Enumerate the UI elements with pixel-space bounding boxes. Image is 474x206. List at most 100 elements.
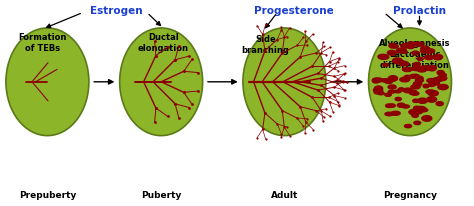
Ellipse shape (398, 61, 404, 64)
Ellipse shape (417, 58, 423, 61)
Ellipse shape (427, 79, 436, 83)
Ellipse shape (378, 55, 388, 59)
Ellipse shape (374, 87, 383, 91)
Ellipse shape (412, 52, 419, 56)
Ellipse shape (417, 67, 427, 73)
Ellipse shape (388, 91, 395, 94)
Ellipse shape (382, 79, 388, 83)
Ellipse shape (403, 68, 412, 72)
Text: Ductal
elongation: Ductal elongation (138, 33, 189, 53)
Ellipse shape (387, 51, 396, 56)
Ellipse shape (413, 68, 422, 71)
Ellipse shape (391, 112, 400, 116)
Ellipse shape (368, 29, 451, 136)
Ellipse shape (426, 50, 435, 54)
Ellipse shape (413, 100, 419, 103)
Ellipse shape (374, 88, 383, 93)
Ellipse shape (402, 68, 410, 72)
Ellipse shape (409, 110, 419, 115)
Ellipse shape (420, 109, 428, 112)
Ellipse shape (385, 113, 393, 116)
Text: Prepuberty: Prepuberty (18, 190, 76, 199)
Ellipse shape (398, 88, 404, 92)
Ellipse shape (413, 63, 420, 67)
Ellipse shape (437, 71, 444, 75)
Ellipse shape (385, 80, 392, 84)
Ellipse shape (394, 91, 401, 93)
Ellipse shape (407, 43, 416, 47)
Ellipse shape (374, 79, 383, 83)
Ellipse shape (411, 68, 419, 71)
Ellipse shape (428, 66, 437, 71)
Ellipse shape (415, 79, 423, 83)
Ellipse shape (414, 43, 424, 47)
Ellipse shape (418, 108, 427, 112)
Ellipse shape (374, 91, 382, 95)
Ellipse shape (411, 85, 420, 89)
Ellipse shape (428, 84, 435, 87)
Text: Estrogen: Estrogen (90, 6, 143, 16)
Text: Adult: Adult (271, 190, 298, 199)
Ellipse shape (419, 66, 430, 71)
Ellipse shape (378, 56, 389, 60)
Ellipse shape (392, 46, 398, 49)
Ellipse shape (413, 107, 420, 110)
Ellipse shape (438, 85, 448, 90)
Ellipse shape (414, 110, 422, 113)
Ellipse shape (411, 92, 419, 96)
Ellipse shape (433, 82, 439, 86)
Ellipse shape (404, 76, 411, 80)
Text: Prolactin: Prolactin (393, 6, 446, 16)
Ellipse shape (389, 44, 397, 49)
Ellipse shape (410, 75, 419, 79)
Ellipse shape (418, 99, 428, 104)
Ellipse shape (416, 77, 423, 81)
Ellipse shape (401, 44, 409, 49)
Ellipse shape (421, 47, 429, 52)
Ellipse shape (415, 110, 423, 114)
Ellipse shape (390, 78, 396, 82)
Ellipse shape (412, 114, 419, 118)
Ellipse shape (420, 50, 430, 54)
Ellipse shape (389, 104, 395, 108)
Ellipse shape (243, 29, 326, 136)
Ellipse shape (430, 92, 438, 96)
Ellipse shape (399, 62, 409, 67)
Ellipse shape (385, 104, 393, 108)
Ellipse shape (409, 91, 417, 95)
Ellipse shape (436, 102, 443, 106)
Ellipse shape (424, 56, 434, 60)
Ellipse shape (427, 97, 437, 103)
Text: Progesterone: Progesterone (254, 6, 334, 16)
Ellipse shape (120, 29, 203, 136)
Ellipse shape (426, 90, 435, 94)
Ellipse shape (392, 59, 402, 64)
Ellipse shape (373, 81, 379, 83)
Ellipse shape (378, 92, 384, 95)
Ellipse shape (402, 105, 410, 109)
Text: Formation
of TEBs: Formation of TEBs (18, 33, 67, 53)
Ellipse shape (404, 125, 411, 128)
Ellipse shape (423, 85, 429, 88)
Ellipse shape (407, 46, 414, 49)
Ellipse shape (414, 122, 421, 125)
Ellipse shape (383, 64, 389, 67)
Ellipse shape (433, 55, 443, 60)
Ellipse shape (372, 79, 380, 83)
Ellipse shape (397, 104, 405, 108)
Ellipse shape (396, 49, 406, 54)
Text: Puberty: Puberty (141, 190, 182, 199)
Ellipse shape (422, 116, 432, 122)
Text: Pregnancy: Pregnancy (383, 190, 437, 199)
Ellipse shape (413, 82, 422, 87)
Ellipse shape (388, 85, 396, 90)
Ellipse shape (437, 76, 447, 81)
Ellipse shape (428, 91, 438, 96)
Ellipse shape (439, 74, 447, 77)
Ellipse shape (433, 78, 443, 82)
Ellipse shape (388, 76, 398, 82)
Ellipse shape (385, 94, 391, 97)
Ellipse shape (6, 29, 89, 136)
Ellipse shape (401, 51, 407, 54)
Text: Alveologenesis
Lactogenic
differentiation: Alveologenesis Lactogenic differentiatio… (379, 39, 450, 69)
